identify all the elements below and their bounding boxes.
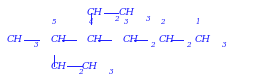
Text: CH: CH xyxy=(50,35,66,44)
Text: CH: CH xyxy=(7,35,23,44)
Text: CH: CH xyxy=(159,35,175,44)
Text: CH: CH xyxy=(50,62,66,71)
Text: 2: 2 xyxy=(115,15,119,23)
Text: 3: 3 xyxy=(222,41,227,49)
Text: 1: 1 xyxy=(196,18,200,26)
Text: 3: 3 xyxy=(146,15,150,23)
Text: CH: CH xyxy=(82,62,98,71)
Text: 3: 3 xyxy=(109,68,114,76)
Text: 3: 3 xyxy=(34,41,39,49)
Text: CH: CH xyxy=(118,8,134,17)
Text: 4: 4 xyxy=(88,18,93,26)
Text: 2: 2 xyxy=(78,68,82,76)
Text: CH: CH xyxy=(87,8,103,17)
Text: 2: 2 xyxy=(160,18,165,26)
Text: 3: 3 xyxy=(124,18,128,26)
Text: CH: CH xyxy=(122,35,138,44)
Text: 2: 2 xyxy=(186,41,191,49)
Text: CH: CH xyxy=(87,35,103,44)
Text: 2: 2 xyxy=(150,41,154,49)
Text: 5: 5 xyxy=(52,18,56,26)
Text: CH: CH xyxy=(194,35,211,44)
